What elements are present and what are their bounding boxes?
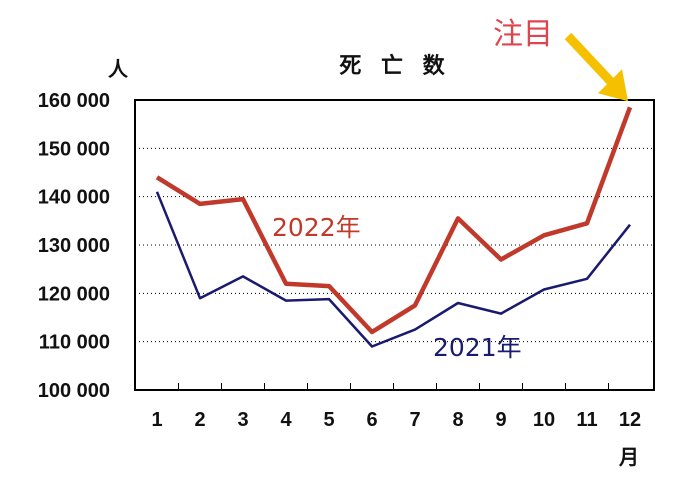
x-tick-label: 8 — [452, 409, 463, 431]
x-tick-labels: 1 2 3 4 5 6 7 8 9 10 11 12 — [151, 409, 641, 431]
series-line-2021 — [155, 191, 631, 348]
x-tick-label: 10 — [533, 409, 555, 431]
series-label-2022: 2022年 — [272, 213, 361, 242]
series-line-2022 — [155, 106, 633, 335]
x-tick-label: 11 — [576, 409, 597, 431]
grid-lines — [135, 147, 654, 343]
series-lines — [155, 106, 633, 348]
y-tick-label: 150 000 — [38, 138, 110, 160]
series-label-2021: 2021年 — [433, 333, 522, 362]
plot-frame — [134, 99, 655, 391]
y-tick-label: 160 000 — [38, 90, 110, 112]
x-tick-label: 3 — [237, 409, 248, 431]
annotation-arrow-head — [598, 69, 628, 102]
annotation-arrow-icon — [564, 32, 628, 102]
y-tick-label: 120 000 — [38, 283, 110, 305]
x-tick-label: 12 — [619, 409, 641, 431]
y-tick-label: 110 000 — [39, 332, 110, 354]
y-tick-label: 100 000 — [38, 380, 110, 402]
x-tick-label: 7 — [409, 409, 420, 431]
y-axis-unit: 人 — [108, 57, 129, 81]
x-axis-unit: 月 — [618, 445, 639, 469]
annotation-text: 注目 — [493, 17, 553, 52]
x-tick-label: 2 — [194, 409, 205, 431]
annotation-arrow-shaft — [564, 32, 620, 91]
y-tick-labels: 100 000 110 000 120 000 130 000 140 000 150 0… — [38, 90, 110, 402]
x-tick-label: 6 — [366, 409, 377, 431]
x-tick-marks — [178, 383, 609, 390]
x-tick-label: 1 — [151, 409, 162, 431]
x-tick-label: 4 — [280, 409, 292, 431]
x-tick-label: 9 — [495, 409, 506, 431]
chart-title: 死 亡 数 — [339, 53, 450, 79]
x-tick-label: 5 — [323, 409, 334, 431]
y-tick-label: 140 000 — [38, 187, 110, 209]
y-tick-label: 130 000 — [38, 235, 110, 257]
